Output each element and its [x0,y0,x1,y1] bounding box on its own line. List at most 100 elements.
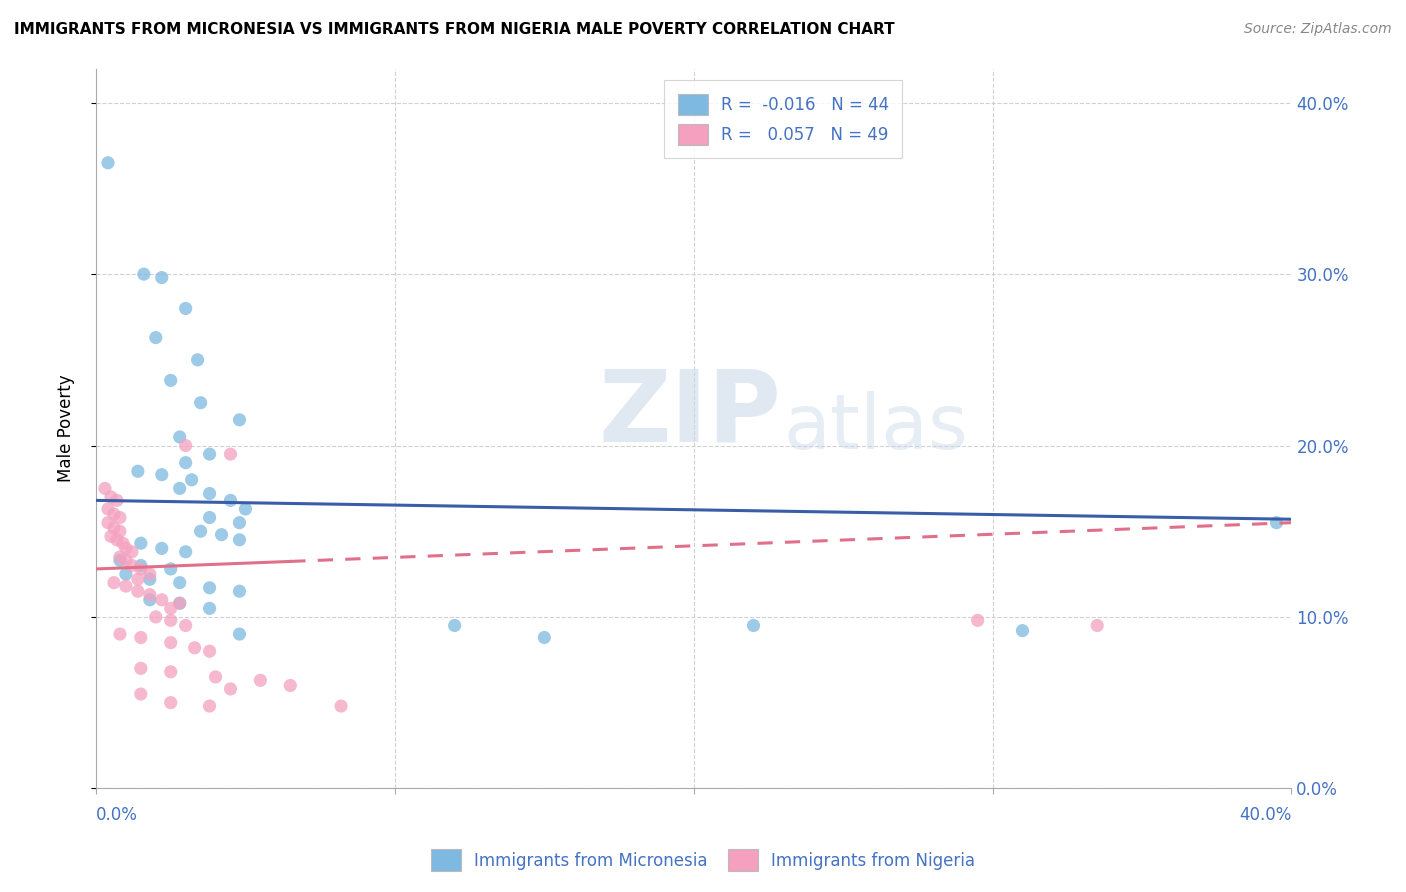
Point [169,596,191,610]
Point [249,673,271,688]
Point [1011,624,1033,638]
Point [198,510,221,524]
Point [169,596,191,610]
Point [228,533,250,547]
Point [183,640,205,655]
Point [127,464,149,478]
Point [129,536,152,550]
Point [159,635,181,649]
Point [121,545,143,559]
Point [228,413,250,427]
Point [219,681,242,696]
Point [129,687,152,701]
Text: 0.0%: 0.0% [96,806,138,824]
Point [94,482,117,496]
Point [127,584,149,599]
Point [228,627,250,641]
Text: Source: ZipAtlas.com: Source: ZipAtlas.com [1244,22,1392,37]
Point [97,516,120,530]
Point [198,581,221,595]
Point [198,601,221,615]
Point [150,541,173,556]
Point [966,613,988,627]
Point [198,644,221,658]
Point [169,482,191,496]
Point [198,486,221,500]
Point [139,567,162,582]
Point [174,545,197,559]
Point [100,529,122,543]
Point [159,562,181,576]
Point [115,579,138,593]
Point [129,631,152,645]
Point [198,447,221,461]
Point [132,267,155,281]
Point [278,678,301,692]
Point [145,610,167,624]
Point [443,618,465,632]
Point [169,430,191,444]
Point [174,456,197,470]
Point [228,584,250,599]
Point [159,601,181,615]
Point [159,665,181,679]
Point [129,562,152,576]
Point [97,155,120,169]
Point [159,373,181,387]
Text: IMMIGRANTS FROM MICRONESIA VS IMMIGRANTS FROM NIGERIA MALE POVERTY CORRELATION C: IMMIGRANTS FROM MICRONESIA VS IMMIGRANTS… [14,22,894,37]
Point [180,473,202,487]
Point [108,524,131,539]
Text: 40.0%: 40.0% [1239,806,1292,824]
Point [174,438,197,452]
Point [103,507,125,521]
Point [115,567,138,582]
Point [187,352,209,367]
Legend: Immigrants from Micronesia, Immigrants from Nigeria: Immigrants from Micronesia, Immigrants f… [423,841,983,880]
Point [1265,516,1288,530]
Point [150,467,173,482]
Point [330,699,353,714]
Point [159,696,181,710]
Point [533,631,555,645]
Point [742,618,765,632]
Point [204,670,226,684]
Point [121,558,143,573]
Point [105,493,128,508]
Point [139,588,162,602]
Point [108,627,131,641]
Point [129,661,152,675]
Point [97,502,120,516]
Point [129,558,152,573]
Point [174,301,197,316]
Point [174,618,197,632]
Point [219,447,242,461]
Y-axis label: Male Poverty: Male Poverty [58,375,75,483]
Text: ZIP: ZIP [598,366,780,463]
Point [169,575,191,590]
Point [190,524,212,539]
Point [127,572,149,586]
Point [145,330,167,344]
Point [211,527,233,541]
Point [219,493,242,508]
Point [159,613,181,627]
Point [139,592,162,607]
Point [190,395,212,409]
Point [108,549,131,564]
Point [139,572,162,586]
Point [235,502,257,516]
Point [100,490,122,504]
Point [150,592,173,607]
Point [115,553,138,567]
Point [103,521,125,535]
Point [150,270,173,285]
Point [115,541,138,556]
Point [198,699,221,714]
Point [111,536,134,550]
Point [108,510,131,524]
Point [108,553,131,567]
Point [1085,618,1108,632]
Point [228,516,250,530]
Point [103,575,125,590]
Text: atlas: atlas [783,392,969,466]
